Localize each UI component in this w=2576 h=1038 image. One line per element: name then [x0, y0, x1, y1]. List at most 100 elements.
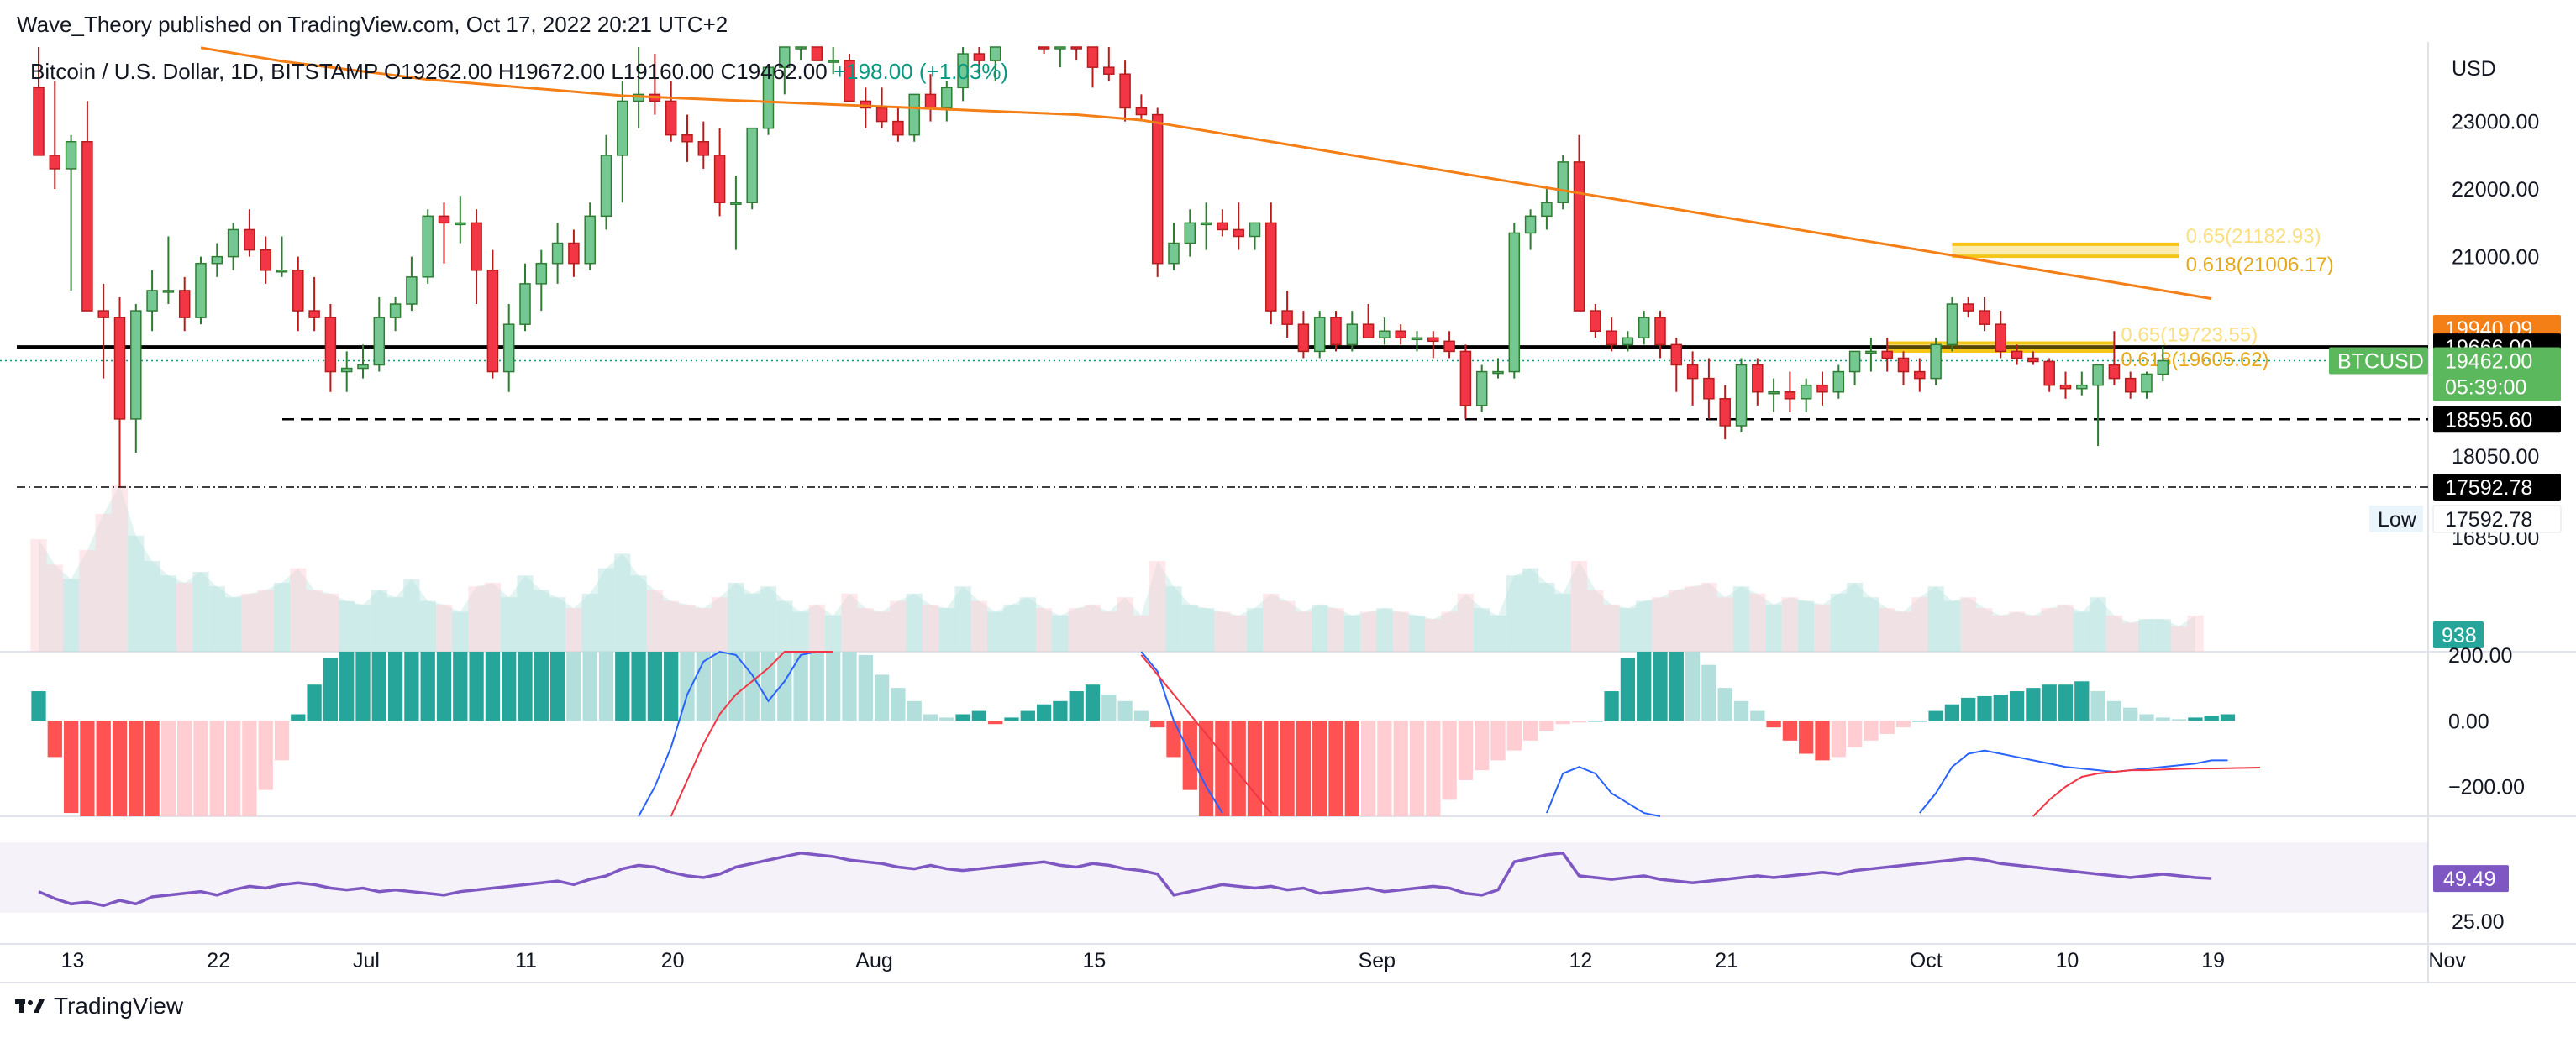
symbol-label-tag[interactable]	[2329, 347, 2428, 375]
candle-body	[2141, 373, 2153, 393]
volume-area	[39, 485, 2195, 652]
candle-body	[762, 66, 775, 129]
candle-body	[81, 140, 93, 312]
volume-bar	[2057, 604, 2074, 652]
macd-histogram-bar	[549, 652, 565, 721]
candle-body	[113, 317, 126, 420]
candle-body	[2157, 359, 2169, 375]
candle-body	[1995, 323, 2007, 353]
volume-bar	[1668, 590, 1685, 652]
macd-histogram-bar	[242, 721, 257, 816]
candle-body	[1135, 107, 1148, 116]
macd-histogram-bar	[2155, 717, 2170, 721]
macd-histogram-bar	[355, 652, 371, 721]
candle-body	[373, 317, 386, 366]
volume-bar	[1943, 600, 1961, 652]
rsi-band	[0, 842, 2428, 913]
volume-bar	[1052, 615, 1069, 652]
volume-bar	[1149, 561, 1166, 652]
volume-bar	[1570, 561, 1588, 652]
macd-histogram-bar	[1458, 721, 1474, 780]
candle-body	[795, 46, 807, 50]
macd-histogram-bar	[2188, 717, 2203, 721]
fib-top-label: 0.65(19723.55)	[2121, 323, 2258, 346]
candle-body	[292, 270, 304, 312]
macd-histogram-bar	[664, 652, 679, 721]
currency-label: USD	[2452, 57, 2496, 81]
candle-body	[1492, 370, 1504, 375]
volume-bar	[1684, 586, 1701, 652]
candle-body	[162, 290, 175, 293]
candle-body	[697, 140, 710, 156]
candle-body	[276, 270, 288, 273]
volume-bar	[533, 590, 549, 652]
candle-body	[1735, 364, 1748, 427]
candle-body	[1427, 337, 1439, 343]
macd-histogram-bar	[598, 652, 614, 721]
volume-bar	[2154, 619, 2171, 652]
macd-histogram-bar	[1669, 652, 1684, 721]
candle-body	[908, 93, 920, 136]
macd-histogram-bar	[615, 652, 630, 721]
volume-tag	[2433, 621, 2484, 648]
candle-body	[357, 364, 369, 370]
volume-bar	[468, 586, 485, 652]
symbol-name[interactable]: Bitcoin / U.S. Dollar, 1D, BITSTAMP	[30, 59, 378, 84]
low-price-tag[interactable]	[2433, 474, 2561, 501]
macd-histogram-bar	[323, 658, 339, 721]
macd-histogram-bar	[728, 652, 744, 721]
volume-bar	[484, 582, 502, 652]
macd-histogram-bar	[1993, 694, 2008, 721]
macd-histogram-bar	[1799, 721, 1814, 754]
candle-body	[600, 155, 612, 218]
volume-bar	[435, 604, 453, 652]
macd-histogram-bar	[988, 721, 1003, 725]
macd-histogram-bar	[1733, 700, 1749, 721]
candle-body	[97, 310, 109, 318]
macd-histogram-bar	[1442, 721, 1457, 800]
rsi-tick-label: 25.00	[2452, 910, 2505, 934]
volume-bar	[792, 611, 809, 652]
macd-histogram-bar	[291, 714, 306, 721]
candle-body	[713, 155, 726, 203]
volume-bar	[1636, 600, 1653, 652]
macd-histogram-bar	[1020, 710, 1035, 721]
candle-body	[2027, 357, 2039, 363]
candle-body	[2124, 377, 2137, 393]
volume-bar	[1312, 604, 1328, 652]
volume-bar	[2090, 597, 2106, 652]
candle-body	[1670, 343, 1683, 366]
candle-body	[551, 242, 564, 265]
volume-bar	[744, 593, 760, 652]
macd-histogram-bar	[874, 674, 890, 721]
candle-body	[2011, 350, 2023, 359]
candle-body	[33, 86, 45, 156]
macd-histogram-bar	[31, 691, 46, 721]
volume-bar	[1392, 611, 1409, 652]
fib-bottom-label: 0.618(19605.62)	[2121, 349, 2268, 371]
candle-body	[1881, 350, 1893, 359]
volume-bar	[1765, 604, 1782, 652]
macd-layer	[31, 650, 2261, 817]
time-tick-label: Nov	[2428, 949, 2466, 972]
current-price-tag[interactable]	[2433, 347, 2561, 401]
volume-bar	[1976, 608, 1993, 652]
macd-histogram-bar	[112, 721, 128, 816]
tradingview-brand[interactable]: TradingView	[15, 993, 183, 1020]
candle-body	[1313, 317, 1326, 353]
volume-bar	[1133, 615, 1150, 652]
low-label: Low	[2378, 508, 2417, 532]
macd-histogram-bar	[1101, 694, 1117, 721]
candle-body	[1379, 330, 1391, 339]
volume-bar	[79, 550, 96, 652]
volume-bar	[857, 608, 874, 652]
volume-bar	[2008, 611, 2026, 652]
candle-body	[665, 100, 677, 136]
volume-bar	[403, 579, 420, 652]
candle-body	[1573, 161, 1585, 312]
volume-bar	[922, 604, 939, 652]
candle-body	[1816, 384, 1828, 393]
volume-bar	[938, 608, 955, 652]
support-price-tag[interactable]	[2433, 406, 2561, 433]
